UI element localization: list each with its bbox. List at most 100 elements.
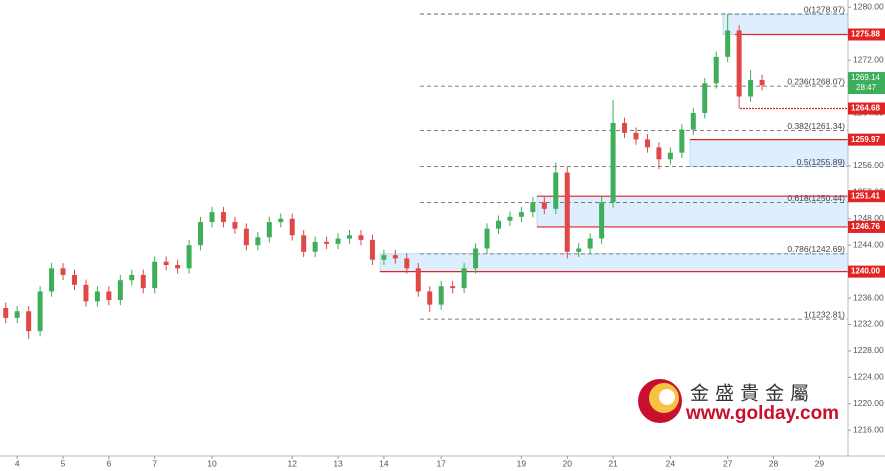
candle-body — [60, 268, 66, 275]
x-tick-label: 29 — [815, 458, 825, 468]
zone — [689, 139, 849, 167]
candle-body — [599, 202, 605, 239]
candle-body — [324, 241, 330, 244]
candle-body — [220, 212, 226, 223]
candle-body — [243, 228, 249, 246]
candle-body — [266, 222, 272, 238]
candle-body — [335, 238, 341, 244]
fib-label: 0.236(1268.07) — [787, 76, 845, 86]
candle-body — [553, 172, 559, 209]
x-tick-label: 6 — [106, 458, 111, 468]
x-tick-label: 28 — [769, 458, 779, 468]
y-tick-label: 1256.00 — [853, 160, 884, 170]
candle-body — [564, 172, 570, 252]
candle-body — [255, 237, 261, 246]
candle-body — [347, 235, 353, 239]
candle-body — [587, 238, 593, 249]
candle-body — [198, 222, 204, 246]
x-tick-label: 14 — [379, 458, 389, 468]
y-tick-label: 1272.00 — [853, 54, 884, 64]
candle-body — [94, 291, 100, 302]
candle-body — [541, 202, 547, 209]
candle-body — [725, 30, 731, 57]
level-tag-label: 1246.76 — [851, 222, 880, 231]
x-tick-label: 12 — [287, 458, 297, 468]
y-tick-label: 1280.00 — [853, 2, 884, 12]
watermark-title: 金 盛 貴 金 屬 — [690, 383, 809, 405]
candle-body — [507, 216, 513, 221]
fib-label: 0.786(1242.69) — [787, 244, 845, 254]
candle-body — [3, 307, 9, 318]
level-tag-label: 1259.97 — [851, 135, 880, 144]
candle-body — [622, 122, 628, 133]
level-tag — [848, 133, 885, 146]
y-tick-label: 1232.00 — [853, 319, 884, 329]
zone — [379, 253, 849, 272]
candle-body — [71, 274, 77, 285]
watermark-url: www.golday.com — [685, 403, 839, 424]
level-tag-label: 1264.68 — [851, 104, 880, 113]
candle-body — [289, 218, 295, 236]
candle-body — [14, 311, 20, 318]
y-tick-label: 1248.00 — [853, 213, 884, 223]
y-tick-label: 1244.00 — [853, 239, 884, 249]
candle-body — [129, 274, 135, 281]
candle-body — [301, 235, 307, 252]
candle-body — [404, 258, 410, 269]
candle-body — [278, 218, 284, 223]
candle-body — [392, 255, 398, 259]
candle-body — [175, 265, 181, 269]
candle-body — [736, 30, 742, 97]
fib-label: 0.382(1261.34) — [787, 121, 845, 131]
candle-body — [415, 268, 421, 292]
candle-body — [473, 248, 479, 269]
level-tag — [848, 265, 885, 278]
y-tick-label: 1228.00 — [853, 345, 884, 355]
candle-body — [518, 212, 524, 217]
x-tick-label: 7 — [152, 458, 157, 468]
candle-body — [106, 291, 112, 301]
candle-body — [209, 212, 215, 223]
x-tick-label: 27 — [723, 458, 733, 468]
x-tick-label: 24 — [666, 458, 676, 468]
candle-body — [610, 122, 616, 203]
candle-body — [438, 286, 444, 305]
price-tag-label: 1269.14 — [851, 73, 880, 82]
candle-body — [186, 245, 192, 269]
fib-label: 0.5(1255.89) — [797, 157, 845, 167]
candle-body — [26, 311, 32, 332]
candle-body — [530, 202, 536, 213]
candle-body — [713, 56, 719, 84]
y-tick-label: 1236.00 — [853, 292, 884, 302]
x-tick-label: 17 — [436, 458, 446, 468]
candle-body — [37, 291, 43, 332]
fib-label: 0.618(1250.44) — [787, 193, 845, 203]
candle-body — [312, 241, 318, 252]
x-tick-label: 5 — [61, 458, 66, 468]
level-tag-label: 1240.00 — [851, 267, 880, 276]
x-tick-label: 21 — [608, 458, 618, 468]
candle-body — [759, 79, 765, 86]
y-tick-label: 1216.00 — [853, 424, 884, 434]
candle-body — [495, 220, 501, 229]
y-tick-label: 1224.00 — [853, 372, 884, 382]
candle-body — [748, 79, 754, 97]
candle-body — [163, 261, 169, 266]
level-tag-label: 1275.88 — [851, 30, 880, 39]
x-tick-label: 20 — [563, 458, 573, 468]
candle-body — [450, 286, 456, 289]
candle-body — [702, 83, 708, 114]
level-tag — [848, 28, 885, 41]
level-tag-label: 1251.41 — [851, 191, 880, 200]
candle-body — [381, 255, 387, 260]
candle-body — [667, 152, 673, 160]
countdown: 28:47 — [856, 83, 877, 92]
candle-body — [152, 261, 158, 289]
candle-body — [232, 222, 238, 229]
zone — [722, 13, 849, 35]
candle-body — [117, 280, 123, 301]
x-tick-label: 4 — [15, 458, 20, 468]
candle-body — [140, 274, 146, 289]
candle-body — [369, 239, 375, 260]
